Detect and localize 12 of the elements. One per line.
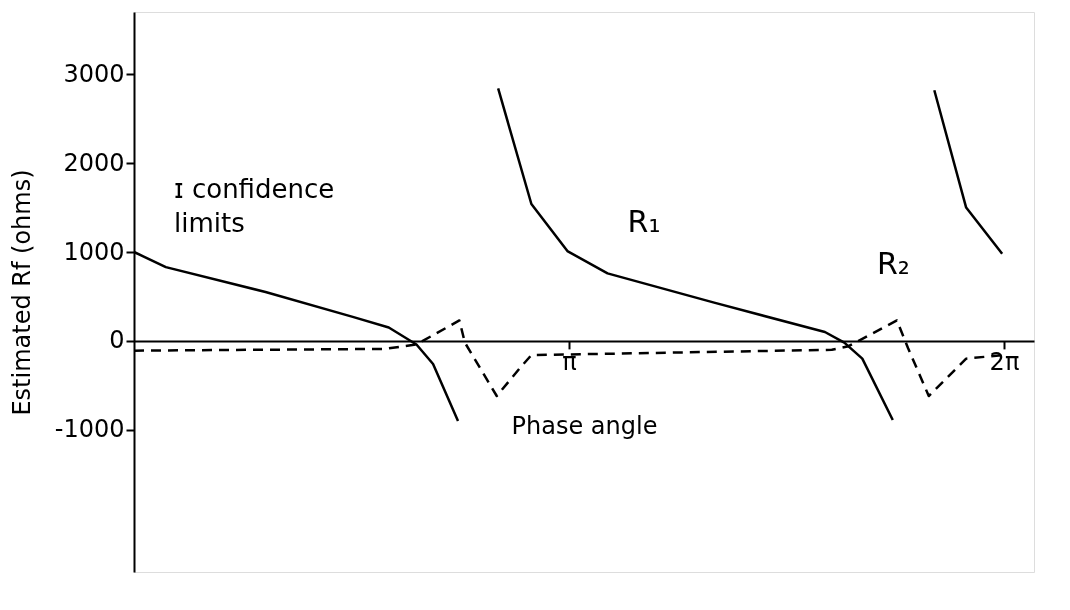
series-label: R₁ (627, 204, 661, 240)
y-tick-label: 2000 (63, 148, 125, 177)
y-axis-title: Estimated Rf (ohms) (7, 169, 36, 416)
series-label: R₂ (876, 246, 910, 282)
x-tick-label: π (562, 348, 577, 377)
y-tick-label: -1000 (54, 415, 125, 444)
y-tick-label: 3000 (63, 59, 125, 88)
y-tick-label: 0 (109, 326, 125, 355)
x-axis-title: Phase angle (511, 412, 658, 441)
annotation: ɪ confidence limits (174, 174, 335, 238)
x-tick-label: 2π (989, 348, 1020, 377)
y-tick-label: 1000 (63, 237, 125, 266)
